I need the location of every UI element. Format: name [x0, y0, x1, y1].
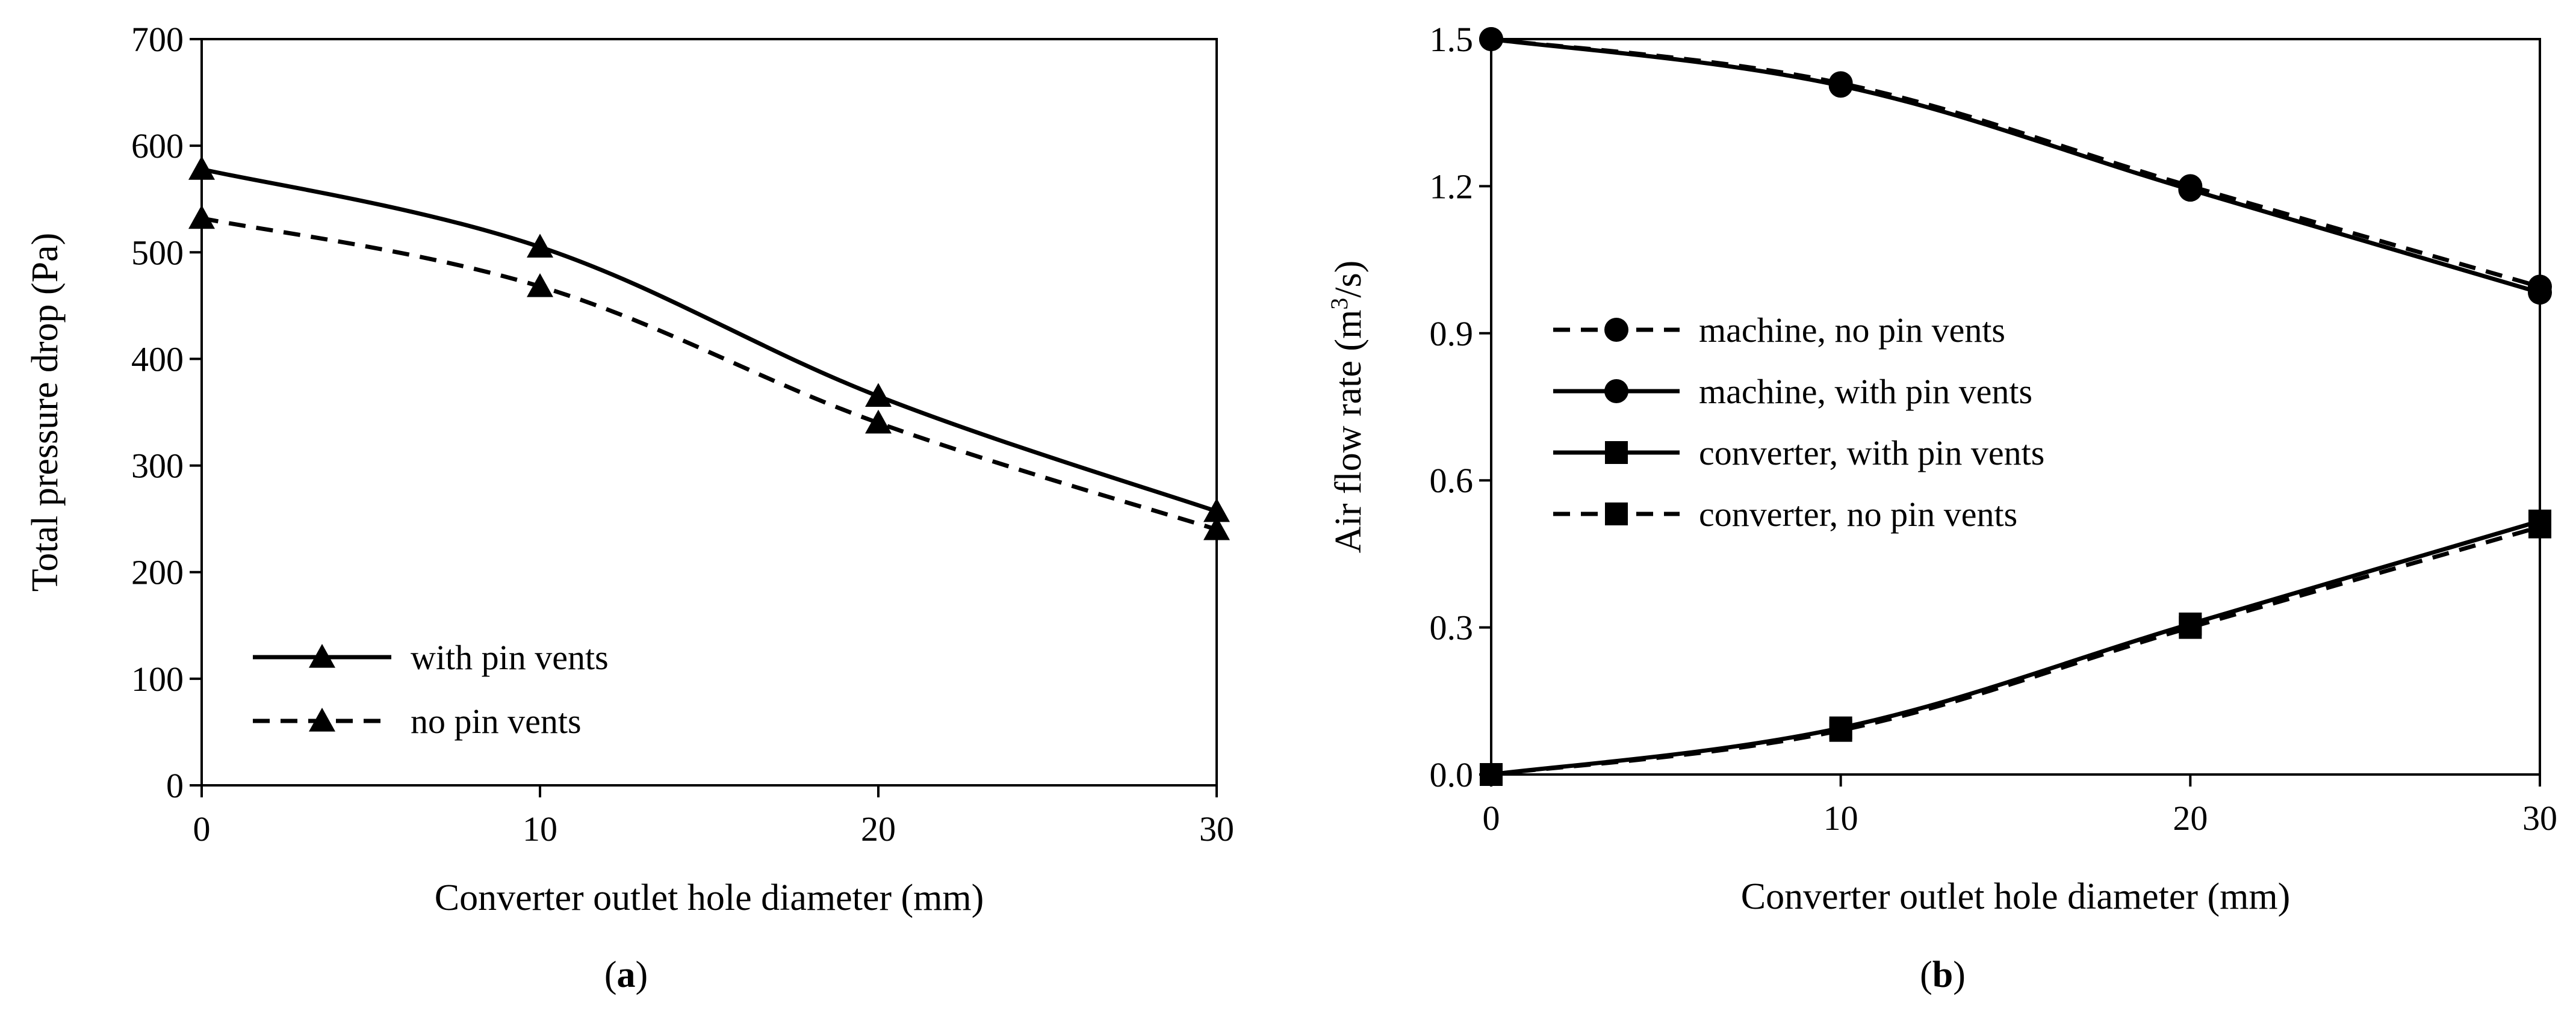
y-tick-label: 1.2 — [1430, 167, 1474, 206]
y-axis-title-b: Air flow rate (m3/s) — [1326, 261, 1369, 554]
data-point-marker — [1203, 516, 1230, 540]
x-axis-title-b: Converter outlet hole diameter (mm) — [1741, 876, 2290, 917]
data-point-marker — [2179, 616, 2202, 639]
x-axis-a: 0 10 20 30 — [193, 785, 1234, 849]
legend-label: machine, with pin vents — [1699, 372, 2032, 411]
legend-label: machine, no pin vents — [1699, 311, 2005, 350]
series-line-2 — [201, 216, 1218, 532]
plot-area-frame-b — [1490, 38, 2541, 776]
data-point-marker — [1829, 719, 1852, 742]
series-line-1 — [1491, 37, 2540, 289]
legend-swatch-marker — [309, 708, 335, 732]
y-tick-label: 0.0 — [1430, 755, 1474, 794]
panel-letter-b: b — [1932, 954, 1953, 995]
y-tick-label: 400 — [131, 339, 184, 379]
panel-label-b: (b) — [1920, 954, 1966, 995]
y-tick-label: 0 — [166, 766, 184, 805]
series-line-3 — [1491, 519, 2540, 777]
y-tick-label: 700 — [131, 20, 184, 59]
y-axis-title-b-part2: /s) — [1328, 261, 1369, 298]
x-tick-label: 30 — [2522, 799, 2557, 838]
x-tick-label: 30 — [1199, 809, 1234, 849]
y-axis-title-a: Total pressure drop (Pa) — [25, 233, 66, 592]
legend-label: converter, with pin vents — [1699, 433, 2044, 472]
y-tick-label: 300 — [131, 447, 184, 486]
data-point-marker — [865, 409, 892, 434]
x-tick-label: 20 — [2173, 799, 2208, 838]
chart-panel-b: 0.0 0.3 0.6 0.9 1.2 1.5 0 10 20 30 Converter out… — [1326, 20, 2557, 995]
legend-label: with pin vents — [411, 638, 609, 677]
x-axis-title-a: Converter outlet hole diameter (mm) — [435, 877, 984, 918]
data-point-marker — [1828, 73, 1853, 98]
legend-swatch-marker — [309, 644, 335, 668]
data-point-marker — [2528, 515, 2551, 539]
y-tick-label: 0.6 — [1430, 461, 1474, 500]
data-point-marker — [1479, 27, 1503, 51]
y-axis-title-b-part1: Air flow rate (m — [1328, 310, 1369, 554]
series-line-2 — [1491, 37, 2540, 295]
y-tick-label: 500 — [131, 233, 184, 272]
y-tick-label: 600 — [131, 126, 184, 165]
y-axis-b: 0.0 0.3 0.6 0.9 1.2 1.5 — [1430, 20, 1491, 794]
y-tick-label: 200 — [131, 553, 184, 592]
data-point-marker — [1480, 763, 1503, 786]
legend-b: machine, no pin vents machine, with pin v… — [1553, 311, 2044, 534]
legend-swatch-marker — [1604, 318, 1628, 342]
x-tick-label: 0 — [1483, 799, 1500, 838]
x-tick-label: 20 — [861, 809, 896, 849]
series-line-1 — [201, 167, 1218, 514]
data-point-marker — [1203, 498, 1230, 522]
x-axis-b: 0 10 20 30 — [1483, 774, 2557, 838]
legend-swatch-marker — [1604, 379, 1628, 403]
data-point-marker — [865, 383, 892, 407]
series-line-4 — [1491, 525, 2540, 777]
chart-panel-a: 0 100 200 300 400 500 600 700 0 10 20 30 Converter… — [25, 20, 1234, 995]
data-point-marker — [2178, 178, 2203, 202]
data-point-marker — [2528, 280, 2552, 305]
x-tick-label: 10 — [1823, 799, 1858, 838]
legend-swatch-marker — [1605, 502, 1628, 525]
y-tick-label: 1.5 — [1430, 20, 1474, 59]
y-tick-label: 0.3 — [1430, 608, 1474, 648]
series-group-a — [188, 156, 1230, 540]
legend-label: no pin vents — [411, 702, 582, 741]
plot-area-frame-a — [200, 38, 1218, 787]
legend-swatch-marker — [1605, 441, 1628, 464]
y-axis-a: 0 100 200 300 400 500 600 700 — [131, 20, 202, 805]
y-axis-title-b-superscript: 3 — [1326, 298, 1353, 310]
data-point-marker — [527, 233, 553, 258]
panel-label-a: (a) — [604, 954, 648, 995]
legend-a: with pin vents no pin vents — [253, 638, 609, 741]
x-tick-label: 10 — [523, 809, 557, 849]
x-tick-label: 0 — [193, 809, 211, 849]
series-group-b — [1479, 27, 2552, 786]
y-tick-label: 0.9 — [1430, 314, 1474, 353]
data-point-marker — [188, 156, 215, 180]
legend-label: converter, no pin vents — [1699, 495, 2017, 534]
y-tick-label: 100 — [131, 660, 184, 699]
data-point-marker — [527, 273, 553, 297]
panel-letter-a: a — [617, 954, 636, 995]
data-point-marker — [188, 205, 215, 229]
